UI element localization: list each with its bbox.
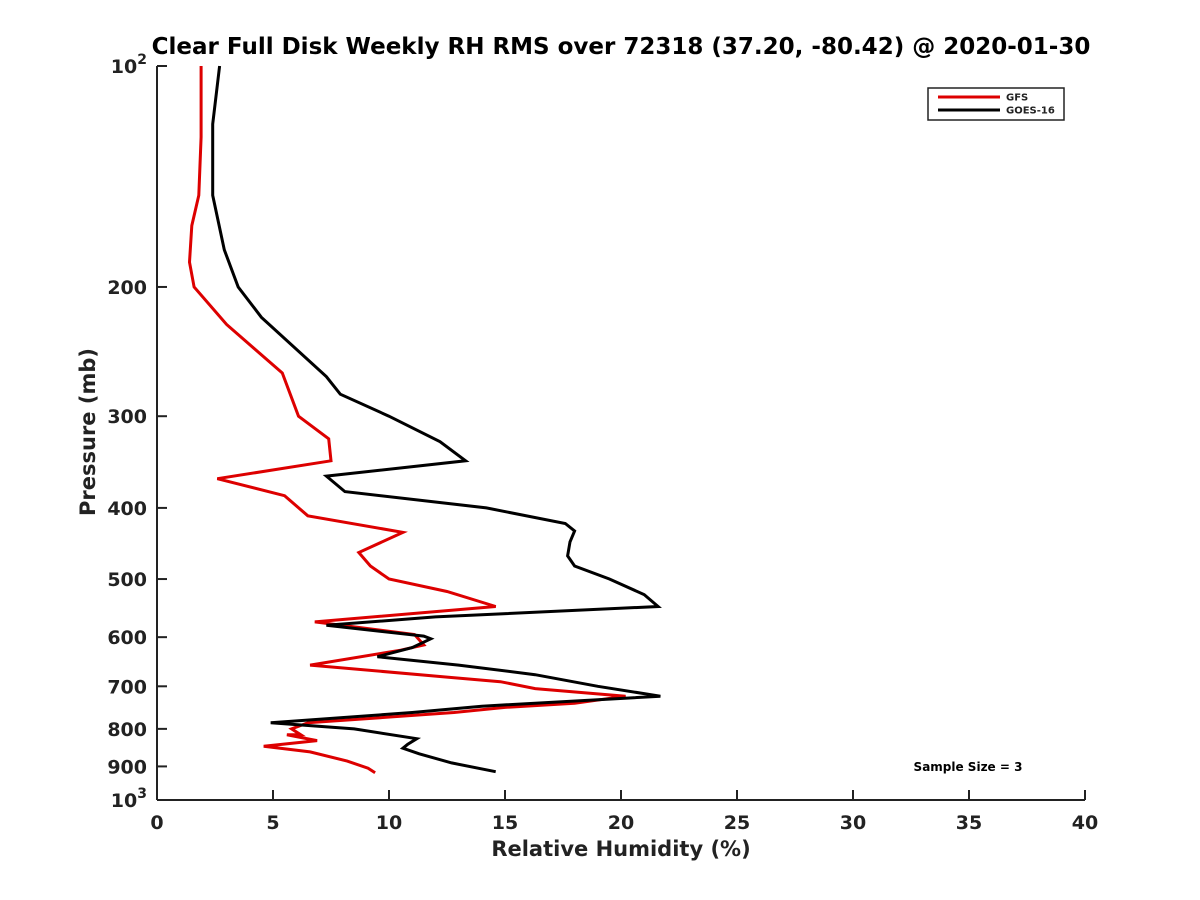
chart-title: Clear Full Disk Weekly RH RMS over 72318… (152, 34, 1091, 60)
x-tick-label: 15 (492, 812, 518, 834)
y-tick-label: 300 (107, 406, 147, 428)
y-tick-label: 102 (111, 52, 147, 78)
y-tick-label: 400 (107, 498, 147, 520)
axes-layer: 0 5 10 15 20 25 30 35 40 102 200 300 400 500 600 700 800… (107, 52, 1098, 834)
legend-box (927, 87, 1065, 121)
x-tick-label: 0 (150, 812, 163, 834)
legend: GFS GOES-16 (927, 87, 1065, 121)
legend-label-gfs: GFS (1006, 93, 1028, 104)
x-tick-label: 10 (376, 812, 402, 834)
series-line-goes-16 (211, 65, 662, 774)
x-tick-label: 20 (608, 812, 634, 834)
y-tick-label: 600 (107, 627, 147, 649)
sample-size-annotation: Sample Size = 3 (914, 760, 1023, 774)
x-tick-label: 5 (266, 812, 279, 834)
y-tick-label: 200 (107, 277, 147, 299)
x-tick-label: 25 (724, 812, 750, 834)
x-tick-label: 30 (840, 812, 866, 834)
y-tick-label: 500 (107, 569, 147, 591)
y-tick-label: 900 (107, 756, 147, 778)
legend-label-goes-16: GOES-16 (1006, 106, 1055, 117)
x-axis-label: Relative Humidity (%) (491, 837, 750, 861)
y-tick-label: 800 (107, 719, 147, 741)
series-layer (187, 65, 662, 774)
y-axis-label: Pressure (mb) (76, 348, 100, 516)
y-tick-label: 103 (111, 786, 147, 812)
y-tick-label: 700 (107, 676, 147, 698)
x-tick-label: 35 (956, 812, 982, 834)
x-tick-label: 40 (1072, 812, 1098, 834)
